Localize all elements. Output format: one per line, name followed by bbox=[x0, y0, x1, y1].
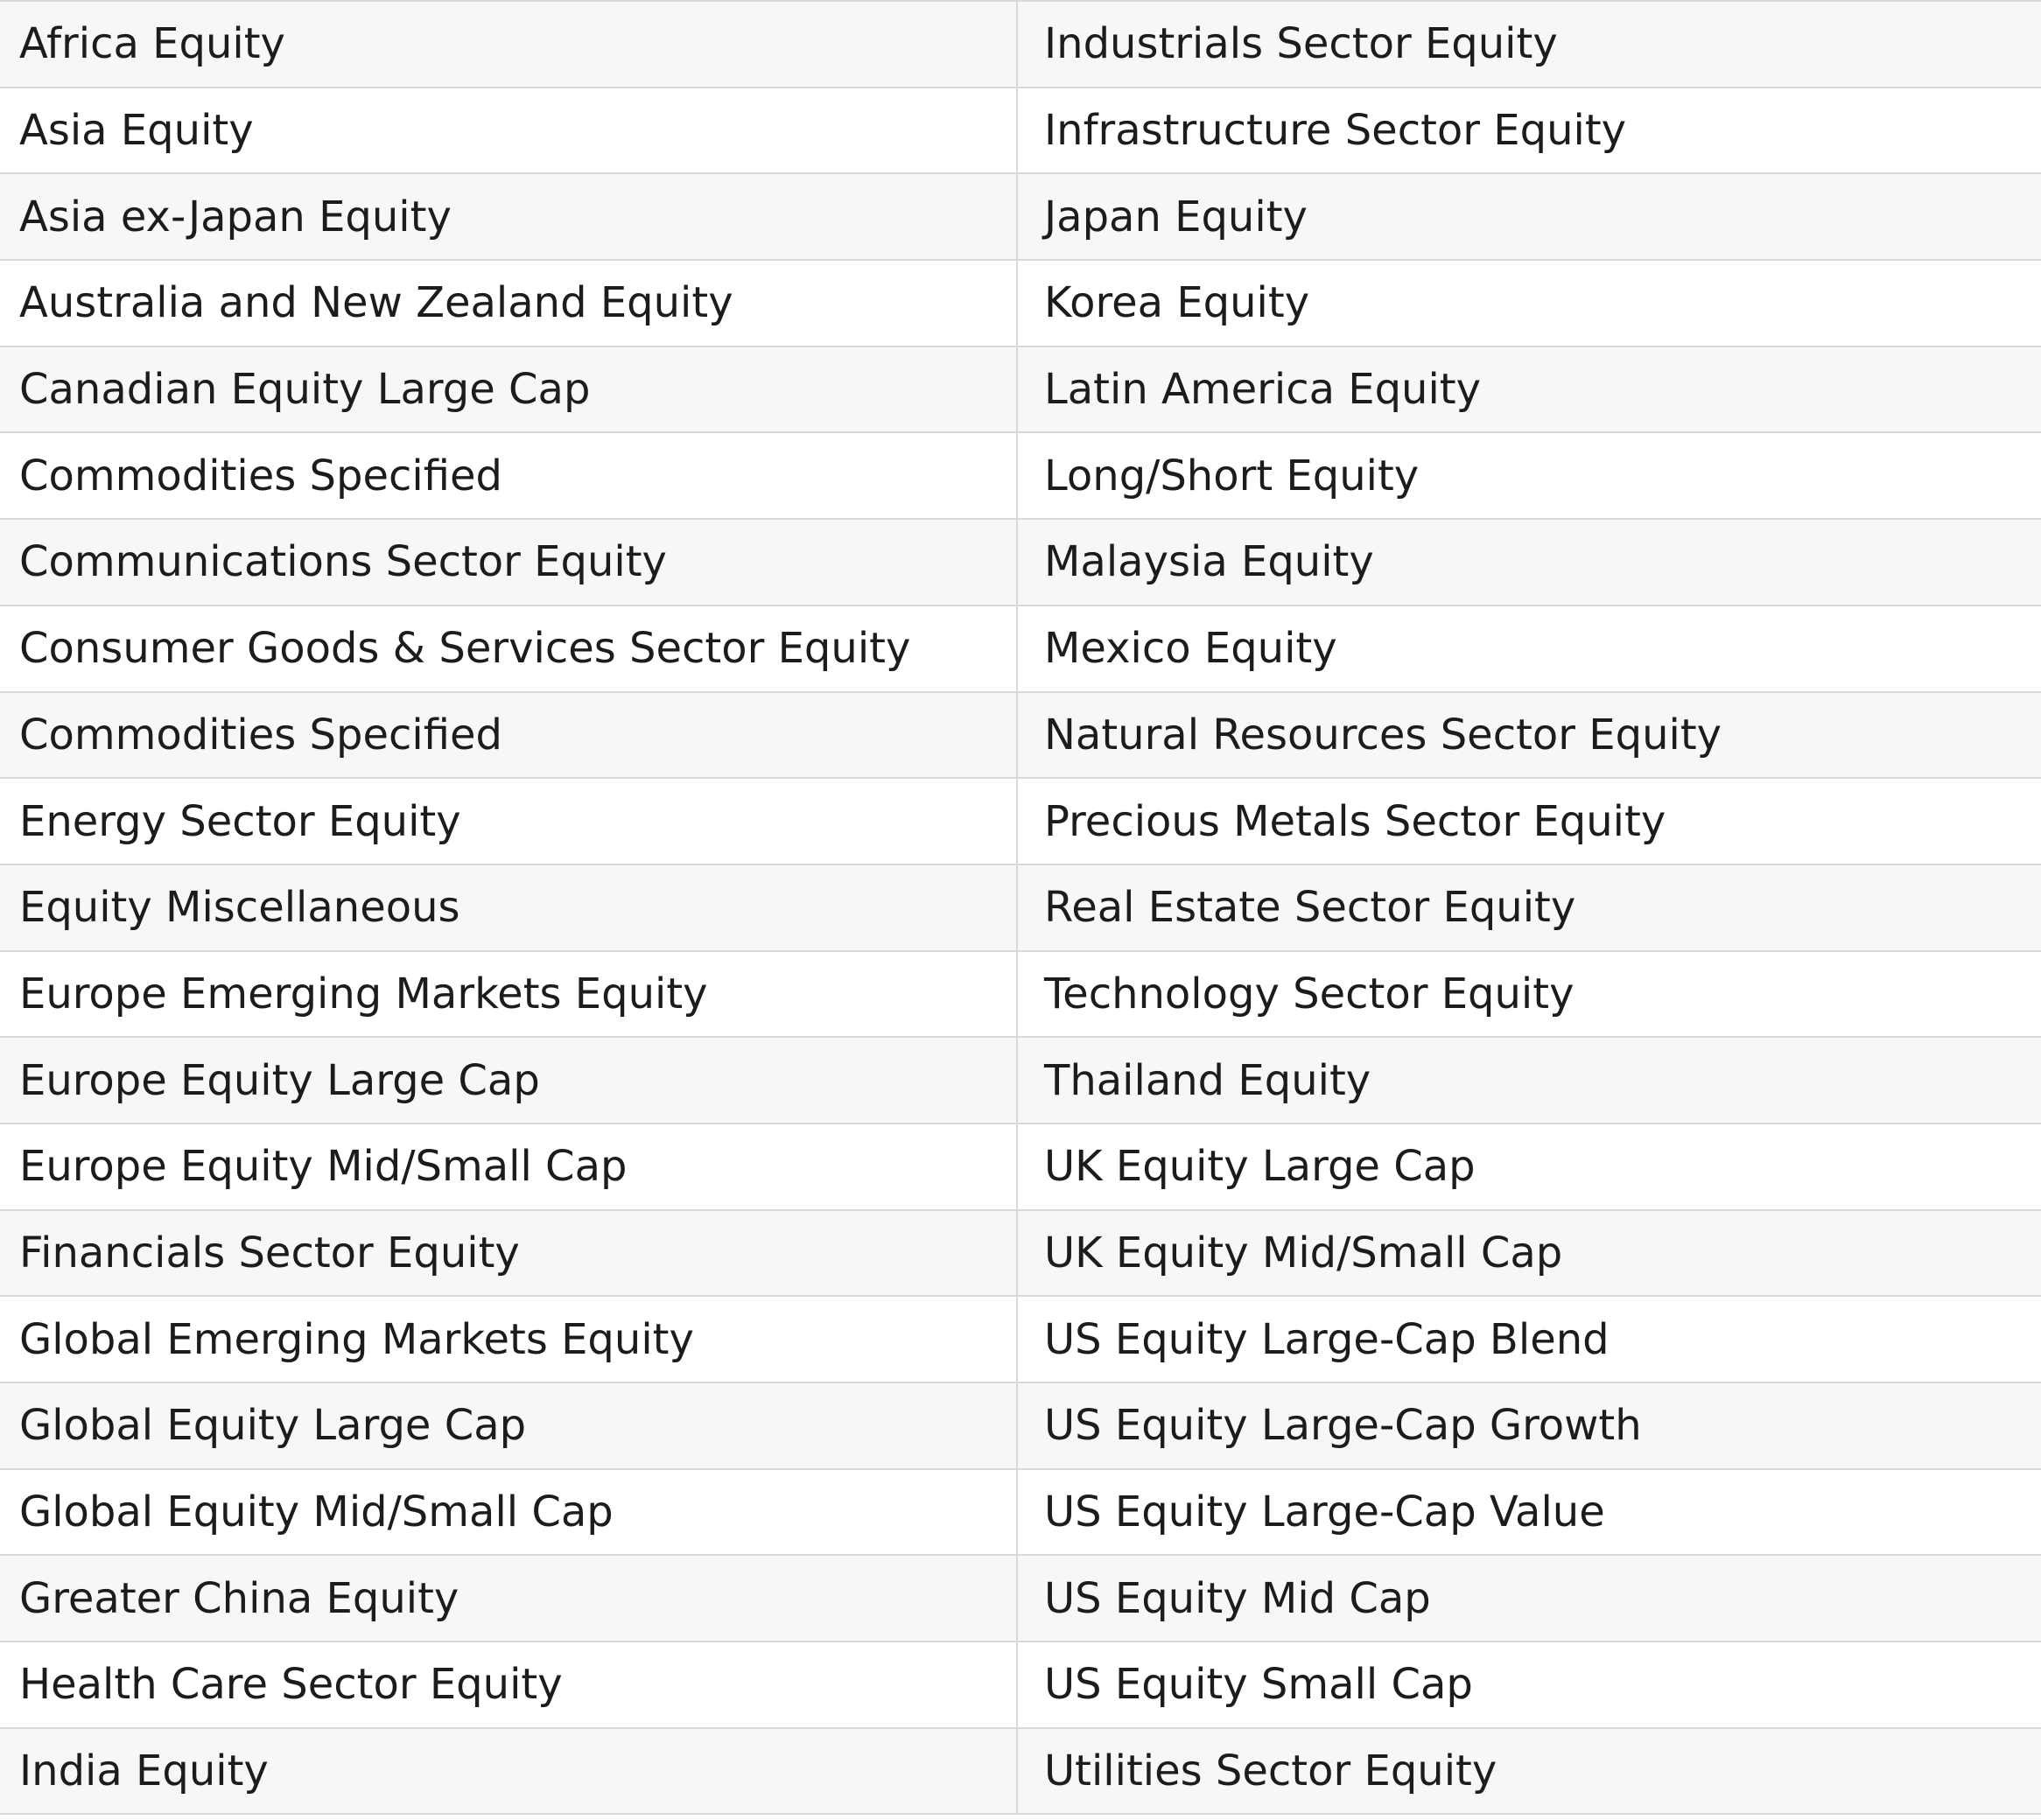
table-row: Canadian Equity Large Cap Latin America E… bbox=[0, 345, 2041, 434]
table-row: Europe Emerging Markets Equity Technology… bbox=[0, 949, 2041, 1039]
category-cell-right: Japan Equity bbox=[1017, 172, 2041, 262]
category-cell-left: Communications Sector Equity bbox=[0, 518, 1018, 606]
category-cell-right: UK Equity Mid/Small Cap bbox=[1017, 1208, 2041, 1298]
table-row: Equity Miscellaneous Real Estate Sector E… bbox=[0, 863, 2041, 952]
category-cell-left: Europe Equity Large Cap bbox=[0, 1036, 1018, 1124]
category-cell-left: Health Care Sector Equity bbox=[0, 1641, 1018, 1729]
category-cell-left: Global Emerging Markets Equity bbox=[0, 1295, 1018, 1383]
category-cell-right: Natural Resources Sector Equity bbox=[1017, 690, 2041, 780]
category-cell-right: US Equity Small Cap bbox=[1017, 1641, 2041, 1729]
table-row: Health Care Sector Equity US Equity Small… bbox=[0, 1641, 2041, 1729]
category-cell-left: Commodities Specified bbox=[0, 690, 1018, 780]
table-row: Communications Sector Equity Malaysia Equ… bbox=[0, 518, 2041, 606]
category-cell-left: Global Equity Large Cap bbox=[0, 1382, 1018, 1470]
table-row: Commodities Specified Long/Short Equity bbox=[0, 431, 2041, 521]
category-cell-right: Thailand Equity bbox=[1017, 1036, 2041, 1124]
category-cell-right: UK Equity Large Cap bbox=[1017, 1122, 2041, 1211]
category-cell-right: Korea Equity bbox=[1017, 259, 2041, 347]
table-row: Consumer Goods & Services Sector Equity M… bbox=[0, 604, 2041, 693]
category-cell-left: Equity Miscellaneous bbox=[0, 863, 1018, 952]
category-cell-right: Precious Metals Sector Equity bbox=[1017, 777, 2041, 865]
category-cell-left: Asia Equity bbox=[0, 86, 1018, 175]
table-row: Commodities Specified Natural Resources S… bbox=[0, 690, 2041, 780]
category-cell-right: Real Estate Sector Equity bbox=[1017, 863, 2041, 952]
category-cell-left: Commodities Specified bbox=[0, 431, 1018, 521]
table-row: India Equity Utilities Sector Equity bbox=[0, 1726, 2041, 1816]
table-row: Australia and New Zealand Equity Korea Eq… bbox=[0, 259, 2041, 347]
category-cell-right: Technology Sector Equity bbox=[1017, 949, 2041, 1039]
table-row: Global Emerging Markets Equity US Equity … bbox=[0, 1295, 2041, 1383]
table-row: Global Equity Mid/Small Cap US Equity Lar… bbox=[0, 1467, 2041, 1557]
table-row: Global Equity Large Cap US Equity Large-C… bbox=[0, 1382, 2041, 1470]
category-cell-right: Utilities Sector Equity bbox=[1017, 1726, 2041, 1816]
category-cell-right: US Equity Large-Cap Growth bbox=[1017, 1382, 2041, 1470]
category-cell-left: Asia ex-Japan Equity bbox=[0, 172, 1018, 262]
category-cell-right: Infrastructure Sector Equity bbox=[1017, 86, 2041, 175]
category-cell-right: Mexico Equity bbox=[1017, 604, 2041, 693]
category-cell-left: Greater China Equity bbox=[0, 1554, 1018, 1643]
table-row: Europe Equity Mid/Small Cap UK Equity Lar… bbox=[0, 1122, 2041, 1211]
table-row: Asia Equity Infrastructure Sector Equity bbox=[0, 86, 2041, 175]
category-cell-left: Canadian Equity Large Cap bbox=[0, 345, 1018, 434]
category-cell-left: Financials Sector Equity bbox=[0, 1208, 1018, 1298]
category-cell-left: Global Equity Mid/Small Cap bbox=[0, 1467, 1018, 1557]
category-cell-right: Industrials Sector Equity bbox=[1017, 0, 2041, 88]
table-row: Energy Sector Equity Precious Metals Sect… bbox=[0, 777, 2041, 865]
category-cell-right: Long/Short Equity bbox=[1017, 431, 2041, 521]
category-cell-right: Malaysia Equity bbox=[1017, 518, 2041, 606]
category-cell-left: India Equity bbox=[0, 1726, 1018, 1816]
table-row: Financials Sector Equity UK Equity Mid/Sm… bbox=[0, 1208, 2041, 1298]
category-cell-left: Europe Equity Mid/Small Cap bbox=[0, 1122, 1018, 1211]
category-cell-left: Africa Equity bbox=[0, 0, 1018, 88]
category-cell-right: US Equity Large-Cap Value bbox=[1017, 1467, 2041, 1557]
category-cell-left: Australia and New Zealand Equity bbox=[0, 259, 1018, 347]
category-cell-right: US Equity Mid Cap bbox=[1017, 1554, 2041, 1643]
category-cell-left: Europe Emerging Markets Equity bbox=[0, 949, 1018, 1039]
table-row: Africa Equity Industrials Sector Equity bbox=[0, 0, 2041, 88]
table-row: Europe Equity Large Cap Thailand Equity bbox=[0, 1036, 2041, 1124]
category-cell-left: Energy Sector Equity bbox=[0, 777, 1018, 865]
table-row: Asia ex-Japan Equity Japan Equity bbox=[0, 172, 2041, 262]
category-cell-right: US Equity Large-Cap Blend bbox=[1017, 1295, 2041, 1383]
table-row: Greater China Equity US Equity Mid Cap bbox=[0, 1554, 2041, 1643]
category-cell-left: Consumer Goods & Services Sector Equity bbox=[0, 604, 1018, 693]
category-cell-right: Latin America Equity bbox=[1017, 345, 2041, 434]
